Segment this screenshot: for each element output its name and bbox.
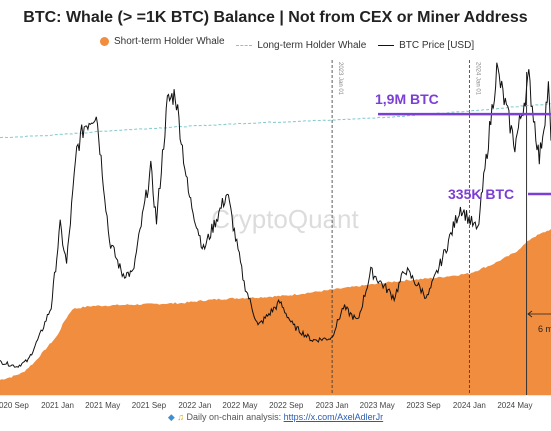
vertical-marker-label-1: 2023 Jan 01: [337, 62, 343, 96]
legend-label-long-term: Long-term Holder Whale: [257, 40, 367, 51]
legend-label-short-term: Short-term Holder Whale: [114, 36, 225, 47]
legend-swatch-short-term: [100, 37, 109, 46]
chart-title: BTC: Whale (> =1K BTC) Balance | Not fro…: [23, 9, 528, 26]
footer: ◆ ♫ Daily on-chain analysis: https://x.c…: [0, 412, 551, 423]
series-price-line: [0, 62, 551, 368]
vertical-marker-label-2: 2024 Jan 01: [474, 62, 480, 96]
headphones-icon: ♫: [177, 412, 185, 422]
legend-label-price: BTC Price [USD]: [399, 40, 475, 51]
x-tick-label: 2021 Jan: [41, 401, 74, 410]
footer-prefix: Daily on-chain analysis:: [186, 412, 282, 422]
bracket-label: 6 m: [538, 324, 551, 334]
level-label-long-term: 1,9M BTC: [375, 91, 439, 107]
x-tick-label: 2023 May: [360, 401, 395, 410]
x-tick-label: 2022 Jan: [178, 401, 211, 410]
legend-swatch-long-term: [236, 45, 253, 46]
x-tick-label: 2023 Jan: [316, 401, 349, 410]
legend-swatch-price: [378, 45, 395, 46]
x-tick-label: 2020 Sep: [0, 401, 29, 410]
legend-item-long-term[interactable]: Long-term Holder Whale: [236, 40, 366, 51]
x-tick-label: 2024 Jan: [453, 401, 486, 410]
series-long-term-line: [0, 103, 551, 139]
level-label-short-term: 335K BTC: [448, 186, 514, 202]
x-tick-label: 2021 Sep: [132, 401, 167, 410]
x-tick-label: 2023 Sep: [406, 401, 441, 410]
legend-item-price[interactable]: BTC Price [USD]: [378, 40, 474, 51]
x-tick-label: 2021 May: [85, 401, 120, 410]
gem-icon: ◆: [167, 412, 175, 422]
bracket-arrow: [527, 310, 533, 318]
series-short-term-area: [0, 229, 551, 396]
footer-link[interactable]: https://x.com/AxelAdlerJr: [283, 412, 384, 422]
x-tick-label: 2022 Sep: [269, 401, 304, 410]
x-tick-label: 2024 May: [497, 401, 532, 410]
x-tick-label: 2022 May: [222, 401, 257, 410]
watermark: CryptoQuant: [211, 204, 359, 234]
legend-item-short-term[interactable]: Short-term Holder Whale: [100, 36, 225, 47]
chart-legend: Short-term Holder Whale Long-term Holder…: [100, 36, 483, 51]
